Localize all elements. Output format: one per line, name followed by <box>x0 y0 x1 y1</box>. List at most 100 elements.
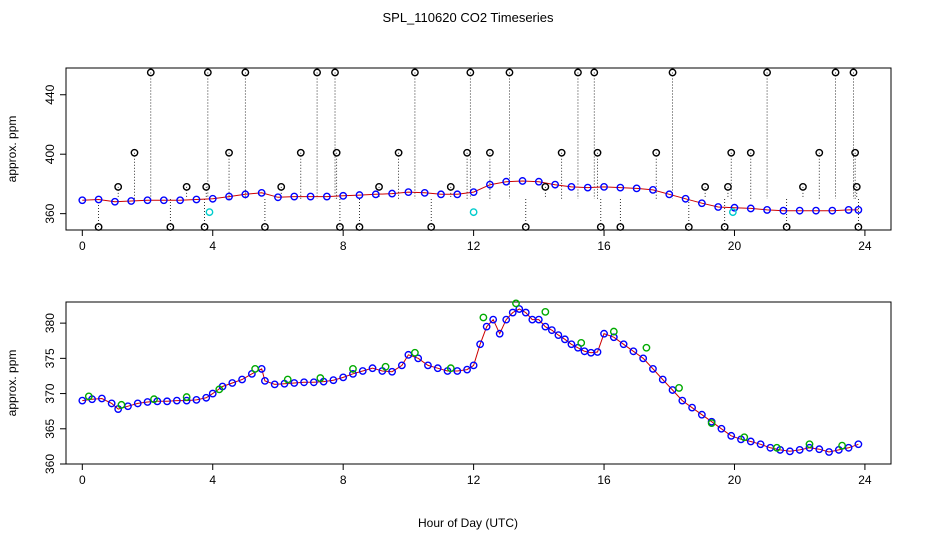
top-co2-baseline-point <box>486 180 494 189</box>
bottom-co2-detail-point <box>133 399 142 408</box>
bottom-co2-detail-alt-point <box>117 400 126 409</box>
bottom-y-tick-label: 380 <box>43 313 57 333</box>
x-axis-label: Hour of Day (UTC) <box>418 516 518 530</box>
top-x-tick-label: 20 <box>728 239 742 253</box>
bottom-axis-ticks: 0 4 8 12 16 20 24 360 365 370 375 380 <box>43 313 872 487</box>
top-spikes-point <box>541 182 550 191</box>
top-co2-baseline-point <box>176 196 185 205</box>
top-co2-baseline-point <box>828 206 837 215</box>
bottom-co2-detail-point <box>368 364 377 373</box>
top-spikes-point <box>854 223 863 231</box>
bottom-x-tick-label: 12 <box>467 473 481 487</box>
top-spikes-point <box>652 148 661 157</box>
top-co2-baseline-point <box>94 195 103 204</box>
top-co2-baseline-point <box>812 206 820 215</box>
top-co2-baseline-point <box>420 188 429 197</box>
top-spikes-point <box>466 68 475 77</box>
bottom-co2-detail-alt-point <box>215 385 224 394</box>
top-spikes-point <box>668 68 677 77</box>
top-y-tick-label: 440 <box>43 84 57 104</box>
bottom-co2-detail-point <box>746 437 755 446</box>
bottom-co2-detail-point <box>208 389 217 398</box>
bottom-co2-detail-point <box>668 386 677 394</box>
bottom-co2-detail-point <box>593 348 602 356</box>
top-flagged-point <box>205 208 214 217</box>
top-co2-baseline-point <box>127 197 136 205</box>
bottom-y-tick-label: 370 <box>43 383 57 403</box>
top-co2-baseline-point <box>681 194 690 203</box>
top-spikes-point <box>166 223 175 231</box>
top-x-tick-label: 12 <box>467 239 481 253</box>
bottom-co2-detail-point <box>476 340 485 349</box>
bottom-co2-detail-point <box>453 367 462 375</box>
top-spikes-point <box>782 223 791 231</box>
bottom-co2-detail-point <box>238 375 246 384</box>
top-spikes-point <box>332 148 341 157</box>
bottom-co2-detail-alt-point <box>838 441 846 450</box>
bottom-co2-detail-point <box>192 396 201 404</box>
bottom-co2-detail-point <box>143 398 152 406</box>
top-spikes-point <box>130 148 139 157</box>
bottom-co2-detail-alt-point <box>541 307 550 316</box>
top-spikes-point <box>799 182 807 191</box>
top-co2-baseline-point <box>518 177 527 185</box>
bottom-co2-detail-point <box>541 322 550 331</box>
top-co2-baseline-point <box>306 192 315 201</box>
top-co2-baseline-point <box>208 194 217 203</box>
bottom-co2-detail-alt-point <box>512 299 520 308</box>
bottom-co2-detail-point <box>290 379 299 387</box>
bottom-co2-detail-point <box>339 373 348 382</box>
bottom-co2-detail-point <box>561 335 569 344</box>
bottom-co2-detail-point <box>482 322 491 331</box>
bottom-co2-detail-point <box>534 315 543 324</box>
top-co2-baseline-point <box>225 192 233 201</box>
top-co2-baseline-point <box>600 182 608 191</box>
bottom-y-axis-label: approx. ppm <box>5 350 19 417</box>
top-spikes-point <box>94 223 103 231</box>
bottom-co2-detail-point <box>554 331 563 340</box>
bottom-data-marks <box>78 299 863 456</box>
top-co2-baseline-point <box>453 190 462 199</box>
top-co2-baseline-point <box>339 191 348 200</box>
top-spikes-point <box>851 148 860 157</box>
bottom-co2-detail-alt-point <box>772 443 781 452</box>
top-plot-frame <box>65 67 892 231</box>
top-spikes-point <box>596 223 605 231</box>
bottom-co2-detail-point <box>688 403 696 412</box>
bottom-co2-detail-point <box>202 393 211 402</box>
bottom-co2-detail-point <box>270 380 279 389</box>
top-co2-baseline-point <box>551 180 560 189</box>
top-spikes-point <box>505 68 514 77</box>
top-flagged-point <box>469 208 478 217</box>
bottom-x-tick-label: 4 <box>209 473 216 487</box>
top-spikes-point <box>574 68 582 77</box>
top-co2-baseline-point <box>854 206 863 214</box>
top-spikes-point <box>336 223 344 231</box>
bottom-co2-detail-point <box>854 440 863 449</box>
bottom-co2-detail-point <box>508 308 517 317</box>
top-spikes-point <box>616 223 625 231</box>
top-co2-baseline-point <box>322 192 331 201</box>
top-co2-baseline-point <box>730 203 739 212</box>
bottom-co2-detail-alt-point <box>182 393 191 401</box>
bottom-co2-detail-point <box>502 315 511 324</box>
top-spikes-point <box>727 148 736 157</box>
bottom-co2-detail-point <box>727 431 736 440</box>
top-x-tick-label: 8 <box>340 239 347 253</box>
top-spikes-point <box>182 182 191 191</box>
top-co2-baseline-point <box>111 197 119 206</box>
bottom-co2-detail-alt-point <box>609 327 618 336</box>
top-spikes-point <box>593 148 602 157</box>
top-x-tick-label: 4 <box>209 239 216 253</box>
bottom-co2-detail-point <box>329 376 338 385</box>
bottom-co2-detail-point <box>786 447 794 456</box>
bottom-co2-detail-point <box>756 440 765 449</box>
top-spikes-point <box>720 223 729 231</box>
bottom-co2-detail-point <box>649 365 657 373</box>
top-spikes-point <box>146 68 155 77</box>
top-spikes-point <box>313 68 321 77</box>
bottom-co2-detail-alt-point <box>251 365 260 373</box>
bottom-co2-detail-point <box>469 361 478 370</box>
top-co2-baseline-point <box>502 177 511 186</box>
